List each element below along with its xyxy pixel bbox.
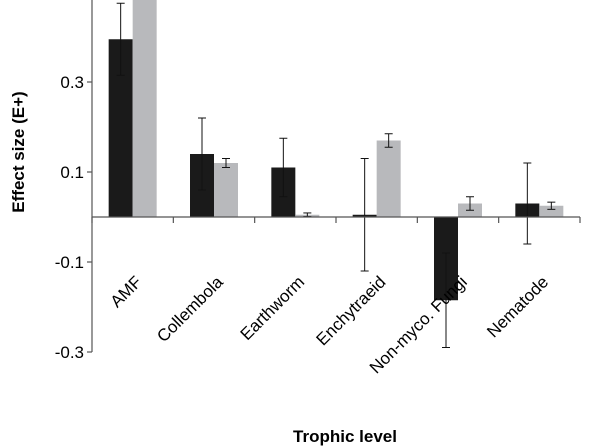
y-tick-label: -0.1: [55, 253, 84, 272]
y-tick-label: 0.3: [60, 73, 84, 92]
x-axis-title: Trophic level: [293, 427, 397, 446]
bar-gray-0: [132, 0, 157, 217]
bar-gray-3: [376, 140, 401, 217]
category-label-2: Earthworm: [237, 272, 309, 344]
y-tick-label: 0.5: [60, 0, 84, 2]
category-label-3: Enchytraeid: [313, 272, 390, 349]
y-tick-label: 0.1: [60, 163, 84, 182]
y-tick-label: -0.3: [55, 343, 84, 362]
bar-gray-5: [539, 205, 564, 217]
category-label-1: Collembola: [153, 272, 227, 346]
bar-gray-1: [214, 163, 238, 217]
x-axis: [91, 216, 581, 223]
category-labels: AMF Collembola Earthworm EnchytraeidNon-myc…: [107, 272, 552, 377]
category-label-5: Nematode: [483, 272, 552, 341]
bar-dark-0: [108, 39, 133, 217]
y-axis: 0.70.50.30.1-0.1-0.3: [55, 0, 93, 362]
category-label-0: AMF: [107, 272, 146, 311]
y-axis-title: Effect size (E+): [9, 91, 28, 212]
bars-layer: [108, 0, 564, 348]
